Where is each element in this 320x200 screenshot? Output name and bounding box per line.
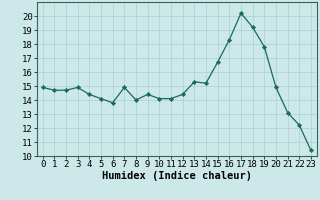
X-axis label: Humidex (Indice chaleur): Humidex (Indice chaleur) xyxy=(102,171,252,181)
